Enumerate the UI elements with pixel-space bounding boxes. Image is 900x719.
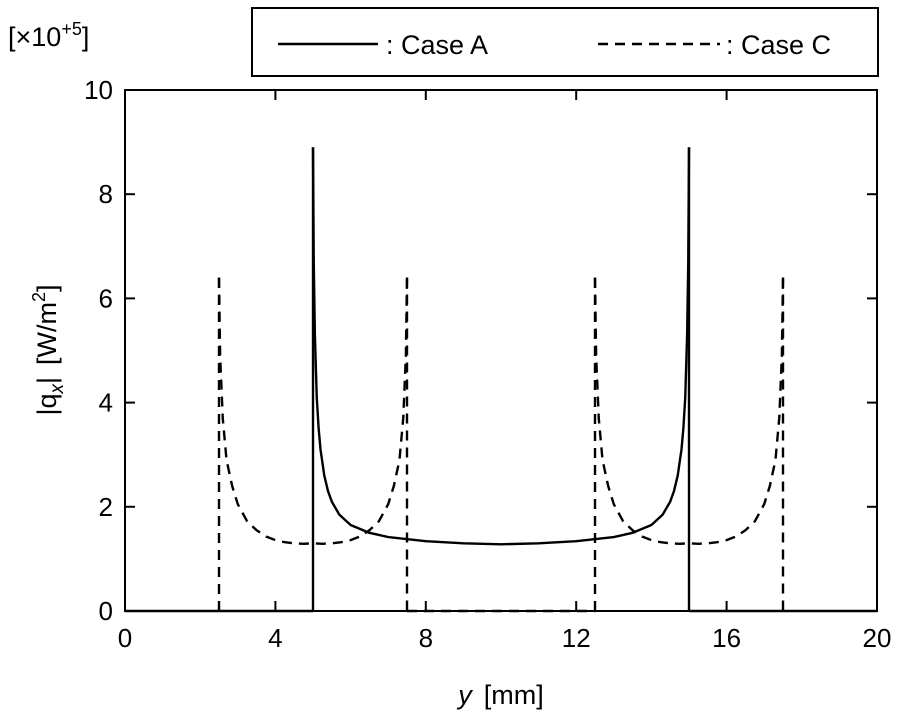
series-case-a xyxy=(125,147,877,613)
y-axis-label: |qx|[W/m2] xyxy=(29,284,68,415)
y-tick-label: 6 xyxy=(99,283,113,313)
series-case-c xyxy=(217,277,785,613)
legend: : Case A : Case C xyxy=(251,7,879,77)
y-multiplier: [×10+5] xyxy=(8,19,89,52)
y-tick-label: 4 xyxy=(99,388,113,418)
y-tick-label: 8 xyxy=(99,179,113,209)
series-layer xyxy=(125,147,877,613)
x-tick-label: 0 xyxy=(118,623,132,653)
x-axis-ticks: 0 4 8 12 16 20 xyxy=(118,90,892,653)
series-line-segment xyxy=(311,147,691,546)
x-tick-label: 12 xyxy=(562,623,591,653)
x-axis-label: y [mm] xyxy=(456,680,544,710)
x-tick-label: 16 xyxy=(712,623,741,653)
x-tick-label: 20 xyxy=(863,623,892,653)
legend-label-case-c: : Case C xyxy=(726,30,831,60)
y-tick-label: 2 xyxy=(99,492,113,522)
legend-label-case-a: : Case A xyxy=(386,30,488,60)
x-tick-label: 4 xyxy=(268,623,282,653)
plot-area xyxy=(124,89,878,612)
y-tick-label: 0 xyxy=(99,596,113,626)
legend-box xyxy=(251,7,879,77)
y-tick-label: 10 xyxy=(84,75,113,105)
x-tick-label: 8 xyxy=(419,623,433,653)
y-axis-ticks: 0 2 4 6 8 10 xyxy=(84,75,877,626)
